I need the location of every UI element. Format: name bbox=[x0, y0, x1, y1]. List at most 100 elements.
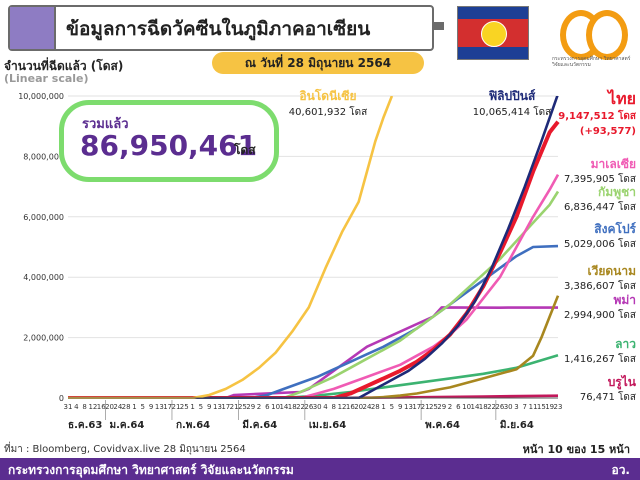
x-tick-label: 5 bbox=[390, 403, 394, 411]
series-line bbox=[68, 244, 559, 399]
series-line bbox=[68, 173, 560, 399]
x-tick-label: 29 bbox=[437, 403, 446, 411]
x-tick-label: 21 bbox=[230, 403, 239, 411]
series-value-label: 10,065,414 โดส bbox=[473, 105, 551, 118]
date-label: ณ วันที่ 28 มิถุนายน 2564 bbox=[212, 52, 424, 74]
page-title: ข้อมูลการฉีดวัคซีนในภูมิภาคอาเซียน bbox=[66, 18, 371, 40]
x-tick-label: 6 bbox=[265, 403, 270, 411]
x-tick-label: 14 bbox=[470, 403, 479, 411]
x-month-label: ธ.ค.63 bbox=[68, 420, 102, 431]
x-tick-label: 19 bbox=[545, 403, 554, 411]
x-tick-label: 2 bbox=[257, 403, 261, 411]
series-value-label: 2,994,900 โดส bbox=[564, 308, 636, 321]
x-tick-label: 14 bbox=[279, 403, 288, 411]
page-number: หน้า 10 ของ 15 หน้า bbox=[522, 443, 630, 456]
x-tick-label: 6 bbox=[456, 403, 461, 411]
x-tick-label: 16 bbox=[346, 403, 355, 411]
x-tick-label: 23 bbox=[554, 403, 563, 411]
x-tick-label: 20 bbox=[105, 403, 114, 411]
y-tick-label: 2,000,000 bbox=[23, 334, 64, 343]
x-tick-label: 24 bbox=[363, 403, 372, 411]
footer-bar: กระทรวงการอุดมศึกษา วิทยาศาสตร์ วิจัยและ… bbox=[0, 458, 640, 480]
chart-series bbox=[68, 96, 560, 399]
x-tick-label: 17 bbox=[412, 403, 421, 411]
title-banner-tip bbox=[432, 22, 444, 30]
x-tick-label: 22 bbox=[296, 403, 305, 411]
x-tick-label: 1 bbox=[190, 403, 194, 411]
total-unit: โดส bbox=[234, 143, 256, 157]
series-name-label: อินโดนีเซีย bbox=[299, 88, 356, 103]
asean-flag-icon bbox=[457, 6, 529, 60]
y-tick-label: 8,000,000 bbox=[23, 152, 64, 161]
x-tick-label: 5 bbox=[141, 403, 145, 411]
series-name-label: ไทย bbox=[606, 89, 636, 108]
source-note: ที่มา : Bloomberg, Covidvax.live 28 มิถุ… bbox=[4, 444, 246, 455]
series-value-label: 3,386,607 โดส bbox=[564, 279, 636, 292]
x-tick-label: 4 bbox=[323, 403, 328, 411]
x-tick-label: 11 bbox=[529, 403, 538, 411]
x-tick-label: 9 bbox=[398, 403, 402, 411]
series-line bbox=[68, 353, 559, 399]
x-tick-label: 28 bbox=[122, 403, 131, 411]
series-value-label: 5,029,006 โดส bbox=[564, 237, 636, 250]
chart-series-labels: อินโดนีเซีย 40,601,932 โดส ฟิลิปปินส์ 10,06… bbox=[289, 88, 637, 403]
x-tick-label: 13 bbox=[155, 403, 164, 411]
title-banner: ข้อมูลการฉีดวัคซีนในภูมิภาคอาเซียน bbox=[8, 5, 444, 51]
series-value-label: 6,836,447 โดส bbox=[564, 200, 636, 213]
x-tick-label: 8 bbox=[332, 403, 336, 411]
series-name-label: บรูไน bbox=[608, 374, 637, 390]
footer-abbr: อว. bbox=[611, 463, 630, 477]
logo-ring-left bbox=[560, 10, 602, 60]
x-tick-label: 17 bbox=[221, 403, 230, 411]
x-tick-label: 4 bbox=[74, 403, 79, 411]
x-tick-label: 1 bbox=[381, 403, 385, 411]
y-tick-label: 6,000,000 bbox=[23, 213, 64, 222]
series-value-label: 9,147,512 โดส bbox=[558, 109, 637, 122]
x-tick-label: 3 bbox=[514, 403, 518, 411]
total-doses-box: รวมแล้ว 86,950,461 โดส bbox=[59, 100, 279, 182]
x-tick-label: 9 bbox=[149, 403, 153, 411]
x-tick-label: 12 bbox=[88, 403, 97, 411]
x-tick-label: 31 bbox=[64, 403, 73, 411]
x-tick-label: 2 bbox=[448, 403, 452, 411]
x-tick-label: 25 bbox=[429, 403, 438, 411]
x-tick-label: 10 bbox=[271, 403, 280, 411]
series-name-label: กัมพูชา bbox=[598, 185, 636, 200]
series-value-label: 76,471 โดส bbox=[580, 390, 636, 403]
total-label: รวมแล้ว bbox=[82, 117, 129, 132]
series-value-label: 1,416,267 โดส bbox=[564, 352, 636, 365]
x-tick-label: 8 bbox=[82, 403, 86, 411]
series-name-label: เวียดนาม bbox=[587, 264, 636, 278]
x-tick-label: 24 bbox=[113, 403, 122, 411]
total-value: 86,950,461 bbox=[80, 129, 258, 162]
x-tick-label: 22 bbox=[487, 403, 496, 411]
x-tick-label: 28 bbox=[371, 403, 380, 411]
x-tick-label: 26 bbox=[495, 403, 504, 411]
x-tick-label: 10 bbox=[462, 403, 471, 411]
series-line bbox=[68, 295, 560, 399]
y-tick-label: 4,000,000 bbox=[23, 273, 64, 282]
x-tick-label: 18 bbox=[288, 403, 297, 411]
x-tick-label: 29 bbox=[246, 403, 255, 411]
y-axis-subtitle: (Linear scale) bbox=[4, 72, 89, 85]
x-tick-label: 5 bbox=[199, 403, 203, 411]
x-tick-label: 17 bbox=[163, 403, 172, 411]
x-month-label: เม.ย.64 bbox=[309, 420, 346, 431]
chart-x-axis: 31 4 8 12 16 20 24 28 1 5 9 13 17 21 25 1 5 9 13 17 21 25 29 2 6… bbox=[64, 397, 563, 431]
y-tick-label: 10,000,000 bbox=[18, 92, 64, 101]
x-month-label: ก.พ.64 bbox=[176, 420, 210, 431]
x-tick-label: 21 bbox=[172, 403, 181, 411]
x-tick-label: 26 bbox=[304, 403, 313, 411]
x-tick-label: 16 bbox=[97, 403, 106, 411]
x-month-label: ม.ค.64 bbox=[110, 420, 145, 431]
series-value-label: 40,601,932 โดส bbox=[289, 105, 367, 118]
series-line bbox=[68, 96, 559, 399]
x-tick-label: 7 bbox=[523, 403, 527, 411]
series-value-label: 7,395,905 โดส bbox=[564, 172, 636, 185]
x-tick-label: 25 bbox=[180, 403, 189, 411]
title-banner-stripe bbox=[10, 7, 56, 49]
series-name-label: พม่า bbox=[613, 293, 636, 307]
y-axis-title: จำนวนที่ฉีดแล้ว (โดส) bbox=[4, 59, 124, 73]
series-line bbox=[68, 96, 394, 399]
